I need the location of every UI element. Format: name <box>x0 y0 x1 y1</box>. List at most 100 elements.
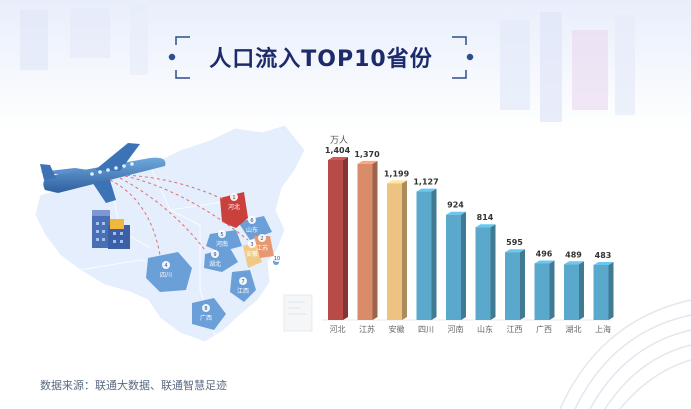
bar-side <box>402 180 407 320</box>
title-container: 人口流入TOP10省份 <box>176 37 466 77</box>
x-tick-label: 江苏 <box>359 324 375 334</box>
map-marker-rank: 3 <box>250 242 253 248</box>
map-province-label: 四川 <box>160 272 172 279</box>
map-province-label: 广西 <box>200 314 212 322</box>
province-jiangxi <box>230 270 256 302</box>
map-marker: 3 安徽 <box>246 240 258 258</box>
map-marker-rank: 7 <box>241 279 244 285</box>
map-marker-rank: 6 <box>250 218 253 224</box>
china-map <box>34 124 306 343</box>
bar-group-7: 595 江西 <box>505 238 525 334</box>
bar <box>387 183 402 320</box>
map-marker-badge <box>239 277 247 285</box>
bar-side <box>461 211 466 320</box>
page-title: 人口流入TOP10省份 <box>209 47 433 72</box>
map-marker: 10 上海 <box>271 254 283 272</box>
bar-value-label: 496 <box>536 249 553 258</box>
map-marker-badge <box>258 234 266 242</box>
province-sichuan <box>146 252 192 292</box>
bar <box>328 160 343 320</box>
x-tick-label: 河北 <box>330 324 346 334</box>
province-shandong <box>238 216 272 240</box>
map-marker-rank: 2 <box>260 236 263 242</box>
bar-top <box>534 260 555 264</box>
bar-top <box>475 224 496 228</box>
bar-side <box>490 224 496 320</box>
map-marker-badge <box>202 304 210 312</box>
bar-value-label: 924 <box>447 201 464 210</box>
map-province-label: 湖北 <box>209 260 221 268</box>
bar-side <box>520 249 525 320</box>
map-marker: 1 河北 <box>228 193 240 211</box>
map-marker-badge <box>248 216 256 224</box>
bar <box>446 214 461 320</box>
x-tick-label: 山东 <box>477 324 493 334</box>
province-guangxi <box>192 298 226 330</box>
map-province-label: 河南 <box>216 240 228 248</box>
bar-group-5: 924 河南 <box>446 201 466 334</box>
bar-side <box>372 160 378 320</box>
airplane-icon <box>40 143 166 203</box>
province-jiangsu <box>254 236 274 258</box>
bar-side <box>431 188 437 320</box>
bar-value-label: 1,199 <box>384 169 410 178</box>
map-marker-badge <box>230 193 238 201</box>
bar-top <box>593 261 614 265</box>
bar-top <box>387 180 407 184</box>
bar <box>564 264 579 320</box>
map-marker-rank: 4 <box>164 263 167 269</box>
bar-top <box>564 261 584 265</box>
bar-top <box>505 249 525 253</box>
bar-top <box>416 188 437 192</box>
map-marker-badge <box>248 240 256 248</box>
bar-value-label: 489 <box>565 250 582 259</box>
map-province-label: 安徽 <box>246 250 258 258</box>
map-province-label: 江西 <box>237 288 249 295</box>
bar-value-label: 483 <box>595 251 612 260</box>
city-buildings-icon <box>92 210 130 249</box>
map-marker: 8 广西 <box>200 304 212 322</box>
bar-value-label: 1,370 <box>354 150 380 159</box>
bar <box>416 191 432 320</box>
bar-group-1: 1,404 河北 <box>325 146 351 334</box>
title-frame <box>168 36 474 79</box>
bar <box>534 263 550 320</box>
chart-backdrop <box>283 294 313 332</box>
x-tick-label: 江西 <box>507 325 523 334</box>
map-province-label: 河北 <box>228 203 240 211</box>
map-marker-badge <box>273 254 281 262</box>
data-source-note: 数据来源：联通大数据、联通智慧足迹 <box>40 379 227 392</box>
bar-value-label: 1,127 <box>413 178 438 187</box>
bar-group-3: 1,199 安徽 <box>384 169 410 334</box>
map-marker-rank: 8 <box>204 306 207 312</box>
bar-group-9: 489 湖北 <box>564 250 584 334</box>
bar-top <box>357 160 378 164</box>
x-tick-label: 上海 <box>595 324 611 334</box>
x-tick-label: 安徽 <box>389 324 405 334</box>
map-marker-badge <box>211 250 219 258</box>
bar-top <box>328 157 348 160</box>
x-tick-label: 河南 <box>448 324 464 334</box>
x-tick-label: 湖北 <box>566 325 582 334</box>
map-province-label: 上海 <box>271 264 283 272</box>
bars: 1,404 河北 1,370 江苏 1,199 安徽 1,127 四川 924 河南 814 山东 59… <box>325 146 614 334</box>
province-anhui <box>243 242 262 268</box>
bar-side <box>343 157 348 320</box>
province-henan <box>206 230 242 252</box>
map-labels: 1 河北 6 山东 5 河南 3 安徽 9 湖北 2 江苏 10 上海 4 四川 7 江西 8 广西 <box>160 193 283 322</box>
map-marker: 7 江西 <box>237 277 249 295</box>
bar-top <box>446 211 466 215</box>
chart-unit-label: 万人 <box>330 136 349 146</box>
map-marker-badge <box>162 261 170 269</box>
bar-group-2: 1,370 江苏 <box>354 150 380 334</box>
bar <box>475 227 491 320</box>
bar-side <box>608 261 614 320</box>
map-marker-rank: 5 <box>220 232 223 238</box>
map-marker-rank: 10 <box>274 256 280 262</box>
bar-chart: 1,404 河北 1,370 江苏 1,199 安徽 1,127 四川 924 河南 814 山东 59… <box>283 146 614 334</box>
map-marker-badge <box>218 230 226 238</box>
bar <box>357 163 373 320</box>
bar-side <box>549 260 555 320</box>
